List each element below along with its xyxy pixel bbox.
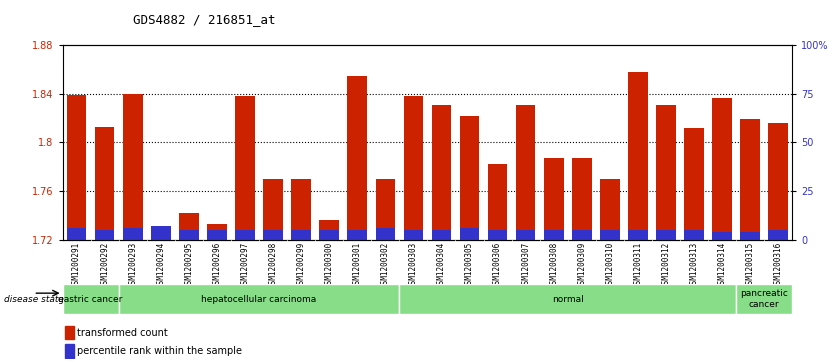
- Bar: [151, 231, 171, 240]
- Bar: [179, 230, 198, 240]
- Text: GSM1200315: GSM1200315: [746, 242, 755, 288]
- Text: GSM1200297: GSM1200297: [240, 242, 249, 288]
- Bar: [736, 284, 792, 314]
- Text: GSM1200313: GSM1200313: [690, 242, 699, 288]
- Bar: [572, 230, 591, 240]
- Text: GDS4882 / 216851_at: GDS4882 / 216851_at: [133, 13, 276, 26]
- Text: GSM1200292: GSM1200292: [100, 242, 109, 288]
- Text: GSM1200309: GSM1200309: [577, 242, 586, 288]
- Text: GSM1200310: GSM1200310: [605, 242, 615, 288]
- Bar: [600, 179, 620, 240]
- Bar: [741, 119, 760, 240]
- Bar: [460, 116, 480, 240]
- Text: GSM1200300: GSM1200300: [324, 242, 334, 288]
- Bar: [64, 344, 73, 358]
- Bar: [123, 228, 143, 240]
- Bar: [544, 158, 564, 240]
- Text: GSM1200298: GSM1200298: [269, 242, 278, 288]
- Bar: [151, 226, 171, 240]
- Text: pancreatic
cancer: pancreatic cancer: [741, 289, 788, 309]
- Bar: [544, 230, 564, 240]
- Bar: [628, 72, 648, 240]
- Bar: [348, 230, 367, 240]
- Text: GSM1200308: GSM1200308: [550, 242, 558, 288]
- Bar: [207, 230, 227, 240]
- Bar: [404, 96, 423, 240]
- Text: percentile rank within the sample: percentile rank within the sample: [77, 346, 242, 356]
- Bar: [118, 284, 399, 314]
- Bar: [64, 326, 73, 339]
- Bar: [488, 164, 507, 240]
- Bar: [207, 224, 227, 240]
- Text: GSM1200295: GSM1200295: [184, 242, 193, 288]
- Bar: [404, 230, 423, 240]
- Bar: [712, 98, 732, 240]
- Bar: [516, 105, 535, 240]
- Text: GSM1200306: GSM1200306: [493, 242, 502, 288]
- Bar: [488, 230, 507, 240]
- Text: GSM1200312: GSM1200312: [661, 242, 671, 288]
- Bar: [123, 94, 143, 240]
- Bar: [67, 95, 87, 240]
- Text: GSM1200302: GSM1200302: [381, 242, 389, 288]
- Bar: [235, 230, 255, 240]
- Text: GSM1200305: GSM1200305: [465, 242, 474, 288]
- Bar: [768, 123, 788, 240]
- Bar: [432, 230, 451, 240]
- Bar: [600, 230, 620, 240]
- Bar: [516, 230, 535, 240]
- Text: GSM1200311: GSM1200311: [634, 242, 642, 288]
- Bar: [572, 158, 591, 240]
- Text: GSM1200296: GSM1200296: [213, 242, 221, 288]
- Text: disease state: disease state: [4, 295, 64, 304]
- Bar: [63, 284, 118, 314]
- Bar: [95, 127, 114, 240]
- Bar: [319, 220, 339, 240]
- Bar: [375, 179, 395, 240]
- Bar: [684, 128, 704, 240]
- Text: GSM1200291: GSM1200291: [72, 242, 81, 288]
- Text: GSM1200299: GSM1200299: [297, 242, 305, 288]
- Text: GSM1200301: GSM1200301: [353, 242, 362, 288]
- Bar: [460, 228, 480, 240]
- Bar: [684, 230, 704, 240]
- Text: GSM1200293: GSM1200293: [128, 242, 138, 288]
- Bar: [264, 179, 283, 240]
- Text: hepatocellular carcinoma: hepatocellular carcinoma: [201, 295, 317, 303]
- Bar: [656, 230, 676, 240]
- Bar: [432, 105, 451, 240]
- Bar: [656, 105, 676, 240]
- Text: transformed count: transformed count: [77, 327, 168, 338]
- Bar: [319, 230, 339, 240]
- Text: GSM1200316: GSM1200316: [774, 242, 783, 288]
- Bar: [235, 96, 255, 240]
- Text: GSM1200314: GSM1200314: [717, 242, 726, 288]
- Bar: [67, 228, 87, 240]
- Bar: [768, 230, 788, 240]
- Bar: [399, 284, 736, 314]
- Text: GSM1200303: GSM1200303: [409, 242, 418, 288]
- Text: GSM1200307: GSM1200307: [521, 242, 530, 288]
- Text: GSM1200304: GSM1200304: [437, 242, 446, 288]
- Bar: [628, 230, 648, 240]
- Bar: [712, 232, 732, 240]
- Bar: [264, 230, 283, 240]
- Text: GSM1200294: GSM1200294: [156, 242, 165, 288]
- Bar: [741, 232, 760, 240]
- Bar: [348, 76, 367, 240]
- Bar: [179, 213, 198, 240]
- Bar: [291, 230, 311, 240]
- Bar: [375, 228, 395, 240]
- Bar: [291, 179, 311, 240]
- Text: normal: normal: [552, 295, 584, 303]
- Text: gastric cancer: gastric cancer: [58, 295, 123, 303]
- Bar: [95, 230, 114, 240]
